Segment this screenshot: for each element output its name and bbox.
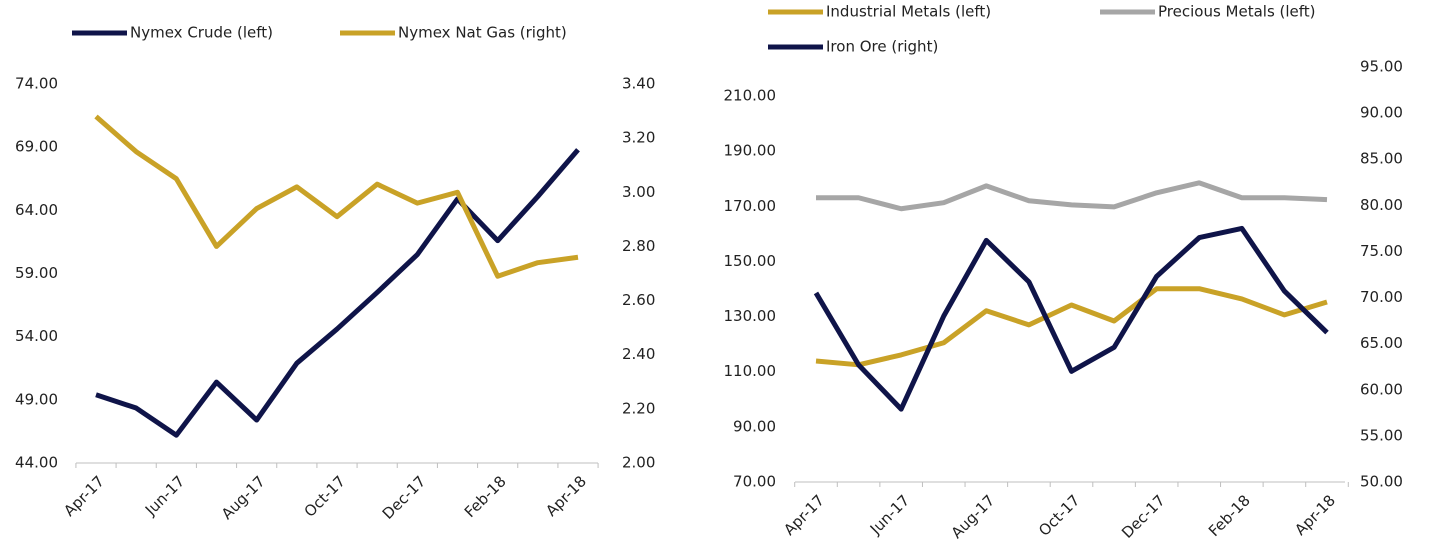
x-tick-label: Jun-17 — [866, 491, 913, 538]
y2-tick-label: 65.00 — [1360, 334, 1403, 352]
y2-tick-label: 70.00 — [1360, 288, 1403, 306]
y-tick-label: 190.00 — [724, 142, 777, 160]
y2-tick-label: 80.00 — [1360, 196, 1403, 214]
x-tick-label: Jun-17 — [141, 472, 188, 519]
x-tick-label: Oct-17 — [301, 472, 349, 520]
y-tick-label: 64.00 — [15, 201, 58, 219]
x-tick-label: Feb-18 — [461, 472, 510, 521]
legend-label: Precious Metals (left) — [1158, 3, 1316, 21]
y2-tick-label: 75.00 — [1360, 242, 1403, 260]
series-line — [815, 286, 1328, 368]
y2-tick-label: 2.20 — [622, 399, 655, 417]
y2-tick-label: 2.80 — [622, 237, 655, 255]
y-tick-label: 170.00 — [724, 197, 777, 215]
y-tick-label: 44.00 — [15, 454, 58, 472]
series-line — [95, 148, 580, 438]
x-tick-label: Apr-18 — [1291, 491, 1339, 539]
x-tick-label: Feb-18 — [1205, 491, 1254, 540]
y-tick-label: 70.00 — [733, 473, 776, 491]
x-tick-label: Aug-17 — [218, 472, 269, 523]
x-tick-label: Dec-17 — [379, 472, 430, 523]
y2-tick-label: 3.40 — [622, 75, 655, 93]
y-tick-label: 69.00 — [15, 138, 58, 156]
legend-label: Industrial Metals (left) — [826, 3, 991, 21]
series-line — [94, 114, 579, 279]
y-tick-label: 49.00 — [15, 390, 58, 408]
y-tick-label: 59.00 — [15, 264, 58, 282]
y2-tick-label: 60.00 — [1360, 380, 1403, 398]
y2-tick-label: 2.00 — [622, 454, 655, 472]
x-tick-label: Dec-17 — [1118, 491, 1169, 542]
series-line — [816, 180, 1328, 212]
y2-tick-label: 95.00 — [1360, 58, 1403, 76]
y2-tick-label: 55.00 — [1360, 426, 1403, 444]
x-tick-label: Oct-17 — [1035, 491, 1083, 539]
x-tick-label: Apr-18 — [542, 472, 590, 520]
y2-tick-label: 2.40 — [622, 345, 655, 363]
y-tick-label: 54.00 — [15, 327, 58, 345]
legend-label: Iron Ore (right) — [826, 38, 938, 56]
y2-tick-label: 2.60 — [622, 291, 655, 309]
y2-tick-label: 85.00 — [1360, 150, 1403, 168]
y-tick-label: 90.00 — [733, 417, 776, 435]
legend-label: Nymex Nat Gas (right) — [398, 24, 567, 42]
y-tick-label: 210.00 — [724, 87, 777, 105]
x-tick-label: Apr-17 — [60, 472, 108, 520]
y-tick-label: 130.00 — [724, 307, 777, 325]
y2-tick-label: 50.00 — [1360, 473, 1403, 491]
y-tick-label: 74.00 — [15, 75, 58, 93]
legend-label: Nymex Crude (left) — [130, 24, 273, 42]
y-tick-label: 150.00 — [724, 252, 777, 270]
y2-tick-label: 3.20 — [622, 129, 655, 147]
series-line — [813, 225, 1329, 412]
y2-tick-label: 3.00 — [622, 183, 655, 201]
y2-tick-label: 90.00 — [1360, 104, 1403, 122]
x-tick-label: Aug-17 — [948, 491, 999, 542]
x-tick-label: Apr-17 — [780, 491, 828, 539]
y-tick-label: 110.00 — [724, 362, 777, 380]
